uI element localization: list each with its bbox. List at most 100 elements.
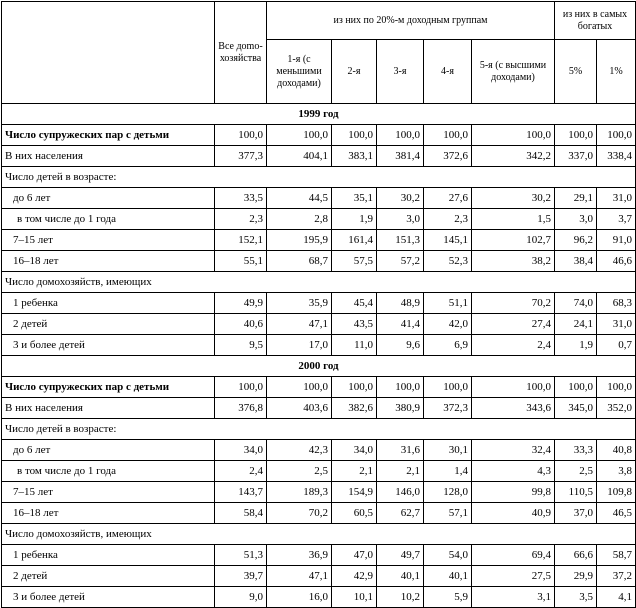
header-cell: из них по 20%-м доходным группам	[265, 1, 556, 40]
table-row: 1 ребенка 51,3 36,9 47,0 49,7 54,0 69,4 66,6 58,…	[1, 544, 636, 566]
value-cell: 3,0	[554, 208, 598, 230]
value-cell: 2,1	[331, 460, 377, 482]
value-cell: 34,0	[331, 439, 377, 461]
value-cell: 40,1	[423, 565, 472, 587]
column-header: 1%	[596, 39, 636, 104]
table-row: 1 ребенка 49,9 35,9 45,4 48,9 51,1 70,2 74,0 68,…	[1, 292, 636, 314]
value-cell: 383,1	[331, 145, 377, 167]
value-cell: 29,1	[554, 187, 598, 209]
section-row: 1999 год	[0, 103, 636, 125]
section-row: 2000 год	[0, 355, 636, 377]
value-cell: 30,1	[423, 439, 472, 461]
section-title: 2000 год	[0, 355, 636, 377]
value-cell: 6,9	[423, 334, 472, 356]
value-cell: 372,6	[423, 145, 472, 167]
value-cell: 42,3	[266, 439, 332, 461]
value-cell: 100,0	[470, 124, 556, 146]
row-label: В них населения	[1, 145, 215, 167]
value-cell: 3,0	[376, 208, 424, 230]
value-cell: 70,2	[470, 292, 556, 314]
column-header: 3-я	[376, 39, 424, 104]
value-cell: 30,2	[376, 187, 424, 209]
table-row: 16–18 лет 58,4 70,2 60,5 62,7 57,1 40,9 37,0 46,…	[1, 502, 636, 524]
column-header: 4-я	[423, 39, 472, 104]
value-cell: 110,5	[554, 481, 598, 503]
value-cell: 102,7	[470, 229, 556, 251]
value-cell: 17,0	[266, 334, 332, 356]
value-cell: 143,7	[214, 481, 267, 503]
table-row: Число супружеских пар с детьми 100,0 100,0…	[1, 124, 636, 146]
value-cell: 57,2	[376, 250, 424, 272]
value-cell: 52,3	[423, 250, 472, 272]
value-cell: 100,0	[596, 124, 636, 146]
value-cell: 45,4	[331, 292, 377, 314]
value-cell: 11,0	[331, 334, 377, 356]
value-cell: 40,9	[470, 502, 556, 524]
value-cell: 46,6	[596, 250, 636, 272]
value-cell: 47,0	[331, 544, 377, 566]
value-cell: 352,0	[596, 397, 636, 419]
value-cell: 70,2	[266, 502, 332, 524]
value-cell: 100,0	[266, 124, 332, 146]
value-cell: 2,5	[266, 460, 332, 482]
value-cell: 381,4	[376, 145, 424, 167]
value-cell: 44,5	[266, 187, 332, 209]
value-cell: 36,9	[266, 544, 332, 566]
value-cell: 42,9	[331, 565, 377, 587]
value-cell: 2,1	[376, 460, 424, 482]
value-cell: 32,4	[470, 439, 556, 461]
row-label: Число супружеских пар с детьми	[1, 376, 215, 398]
value-cell: 38,2	[470, 250, 556, 272]
value-cell: 9,5	[214, 334, 267, 356]
value-cell: 145,1	[423, 229, 472, 251]
value-cell: 403,6	[266, 397, 332, 419]
value-cell: 39,7	[214, 565, 267, 587]
value-cell: 27,4	[470, 313, 556, 335]
value-cell: 46,5	[596, 502, 636, 524]
value-cell: 345,0	[554, 397, 598, 419]
value-cell: 100,0	[423, 376, 472, 398]
value-cell: 3,8	[596, 460, 636, 482]
value-cell: 100,0	[376, 124, 424, 146]
value-cell: 91,0	[596, 229, 636, 251]
row-label: в том числе до 1 года	[1, 208, 215, 230]
table-row: Число детей в возрасте:	[0, 166, 636, 188]
row-label: 1 ребенка	[1, 544, 215, 566]
value-cell: 100,0	[266, 376, 332, 398]
value-cell: 100,0	[554, 376, 598, 398]
value-cell: 31,0	[596, 313, 636, 335]
table-row: В них населения 376,8 403,6 382,6 380,9 372,3…	[1, 397, 636, 419]
value-cell: 100,0	[470, 376, 556, 398]
value-cell: 9,6	[376, 334, 424, 356]
row-label: Число детей в возрасте:	[0, 166, 636, 188]
value-cell: 51,3	[214, 544, 267, 566]
row-label: 7–15 лет	[1, 481, 215, 503]
value-cell: 0,7	[596, 334, 636, 356]
table-row: 16–18 лет 55,1 68,7 57,5 57,2 52,3 38,2 38,4 46,…	[1, 250, 636, 272]
value-cell: 4,3	[470, 460, 556, 482]
table-row: Число домохозяйств, имеющих	[0, 271, 636, 293]
value-cell: 30,2	[470, 187, 556, 209]
value-cell: 55,1	[214, 250, 267, 272]
row-label: 16–18 лет	[1, 250, 215, 272]
value-cell: 154,9	[331, 481, 377, 503]
value-cell: 35,1	[331, 187, 377, 209]
value-cell: 1,5	[470, 208, 556, 230]
value-cell: 100,0	[331, 376, 377, 398]
value-cell: 37,2	[596, 565, 636, 587]
value-cell: 100,0	[596, 376, 636, 398]
value-cell: 24,1	[554, 313, 598, 335]
value-cell: 189,3	[266, 481, 332, 503]
value-cell: 380,9	[376, 397, 424, 419]
row-label: 2 детей	[1, 565, 215, 587]
value-cell: 96,2	[554, 229, 598, 251]
value-cell: 33,5	[214, 187, 267, 209]
row-label: Число детей в возрасте:	[0, 418, 636, 440]
table-row: 7–15 лет 152,1 195,9 161,4 151,3 145,1 102,7 96…	[1, 229, 636, 251]
column-header: 5-я (с высшими доходами)	[470, 39, 556, 104]
value-cell: 3,7	[596, 208, 636, 230]
value-cell: 100,0	[214, 376, 267, 398]
value-cell: 40,1	[376, 565, 424, 587]
